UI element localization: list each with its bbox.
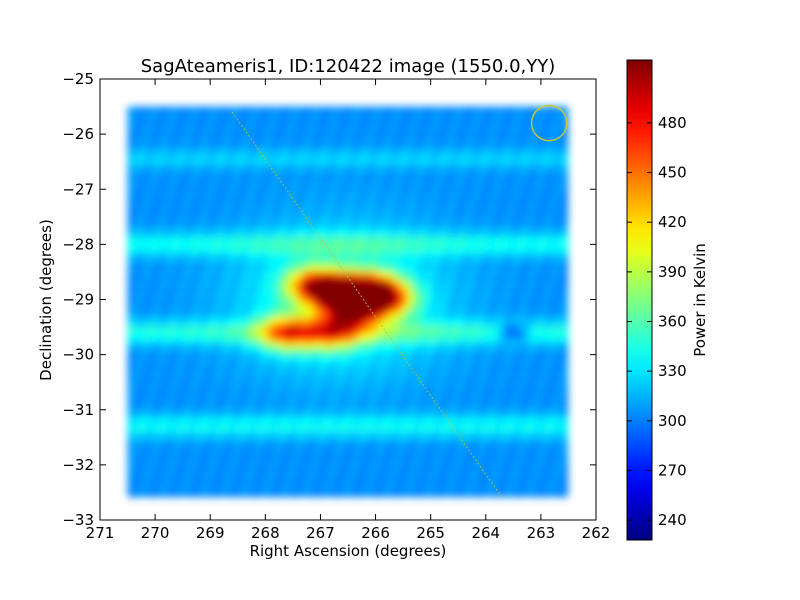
y-axis-label: Declination (degrees) [37, 219, 55, 381]
x-tick-label: 266 [361, 524, 390, 542]
y-tick-label: −26 [62, 125, 94, 143]
colorbar-tick-label: 390 [658, 263, 687, 281]
colorbar-tick-label: 330 [658, 362, 687, 380]
heatmap-image [127, 106, 569, 498]
y-tick-label: −28 [62, 235, 94, 253]
colorbar-tick-label: 450 [658, 164, 687, 182]
y-tick-label: −25 [62, 70, 94, 88]
overlay-circle [530, 104, 568, 142]
x-tick-label: 270 [141, 524, 170, 542]
x-tick-label: 264 [471, 524, 500, 542]
colorbar-tick-label: 360 [658, 313, 687, 331]
x-tick-label: 263 [527, 524, 556, 542]
x-tick-label: 268 [251, 524, 280, 542]
colorbar: 240 270 300 330 360 390 420 450 480 Power in Kel… [626, 59, 709, 541]
x-tick-label: 267 [306, 524, 335, 542]
x-tick-label: 269 [196, 524, 225, 542]
x-tick-label: 271 [86, 524, 115, 542]
y-tick-label: −33 [62, 511, 94, 529]
colorbar-label: Power in Kelvin [691, 243, 709, 357]
x-tick-label: 265 [416, 524, 445, 542]
overlay-line [231, 111, 503, 499]
colorbar-tick-label: 270 [658, 461, 687, 479]
colorbar-frame [626, 59, 653, 541]
x-axis-ticks: 271 270 269 268 267 266 265 264 263 262 [86, 79, 611, 542]
y-tick-label: −30 [62, 346, 94, 364]
colorbar-tick-label: 480 [658, 114, 687, 132]
plot-area: 271 270 269 268 267 266 265 264 263 262 −25 −26 −27… [62, 70, 610, 542]
x-axis-label: Right Ascension (degrees) [250, 542, 447, 560]
colorbar-gradient [627, 60, 652, 540]
y-tick-label: −29 [62, 291, 94, 309]
x-tick-label: 262 [582, 524, 611, 542]
colorbar-ticks: 240 270 300 330 360 390 420 450 480 [627, 114, 687, 529]
y-tick-label: −31 [62, 401, 94, 419]
y-axis-ticks: −25 −26 −27 −28 −29 −30 −31 −32 −33 [62, 70, 596, 529]
colorbar-tick-label: 240 [658, 511, 687, 529]
chart-title: SagAteameris1, ID:120422 image (1550.0,Y… [141, 56, 556, 77]
colorbar-tick-label: 300 [658, 412, 687, 430]
y-tick-label: −32 [62, 456, 94, 474]
y-tick-label: −27 [62, 180, 94, 198]
colorbar-tick-label: 420 [658, 213, 687, 231]
